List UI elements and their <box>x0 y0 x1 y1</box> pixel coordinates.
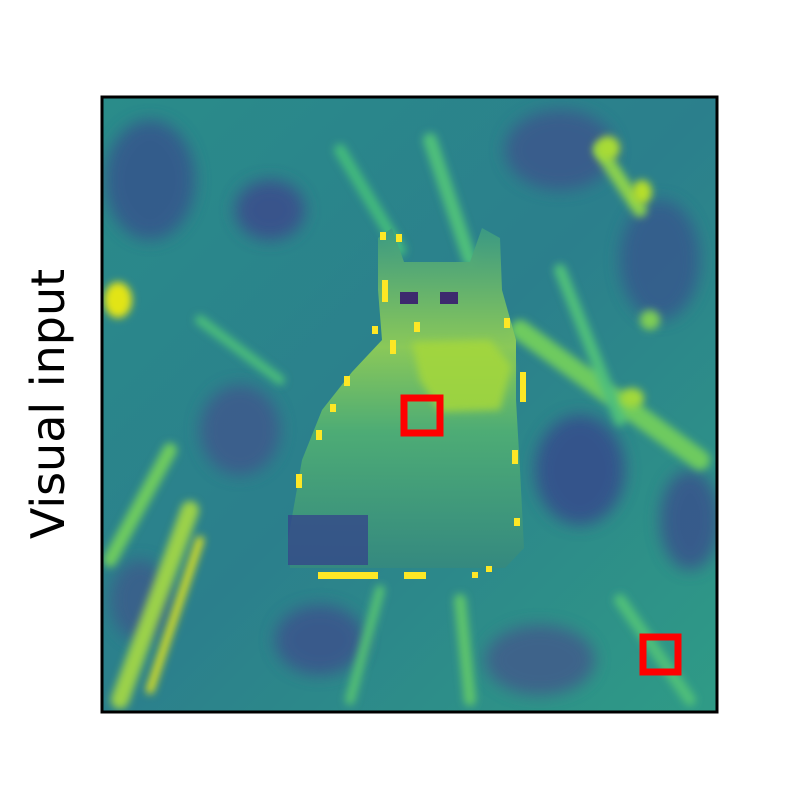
highlight-box-center <box>400 394 444 437</box>
heatmap-image <box>102 97 717 712</box>
plot-frame <box>100 95 719 714</box>
highlight-box-corner <box>639 633 682 676</box>
